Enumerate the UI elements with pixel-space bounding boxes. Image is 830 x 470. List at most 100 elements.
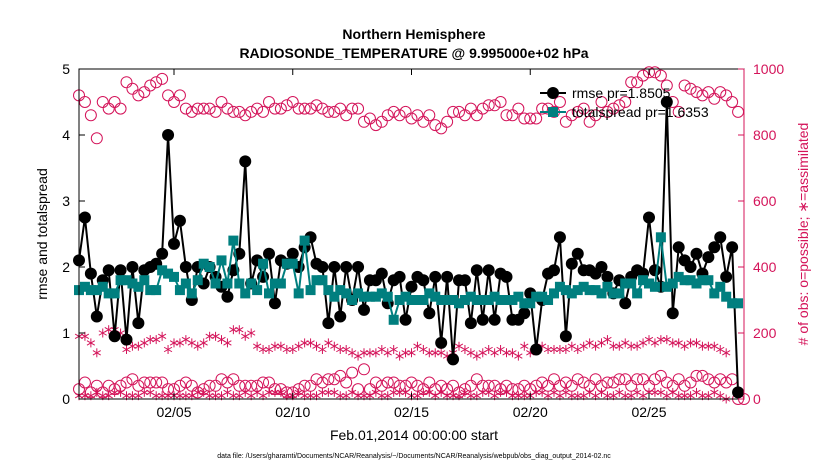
obs-possible-low-point	[684, 376, 697, 389]
obs-possible-point	[209, 105, 222, 118]
obs-possible-point	[322, 105, 335, 118]
obs-assimilated-low-point	[223, 387, 232, 397]
rmse-point	[435, 336, 448, 349]
totalspread-point	[703, 275, 714, 286]
rmse-point	[168, 237, 180, 250]
obs-assimilated-low-point-stroke	[710, 389, 719, 396]
obs-possible-point	[435, 122, 448, 135]
obs-possible-low-point	[672, 373, 685, 386]
totalspread-point	[269, 278, 280, 289]
obs-assimilated-low-point-stroke	[692, 389, 701, 396]
obs-assimilated-point	[698, 341, 707, 351]
obs-assimilated-low-point	[496, 387, 505, 397]
obs-possible-point	[447, 105, 460, 118]
totalspread-point	[299, 235, 310, 246]
rmse-point	[720, 270, 733, 283]
obs-assimilated-point	[98, 328, 107, 338]
obs-possible-point	[120, 76, 133, 89]
obs-possible-point	[429, 119, 442, 132]
totalspread-point	[685, 275, 696, 286]
totalspread-point	[198, 258, 209, 269]
obs-assimilated-point	[502, 348, 511, 358]
rmse-point	[648, 264, 661, 277]
obs-possible-point	[660, 79, 673, 92]
totalspread-point	[323, 285, 334, 296]
legend: rmse pr=1.8505 totalspread pr=1.6353	[540, 85, 709, 120]
obs-possible-point	[340, 109, 353, 122]
x-axis: 02/05 02/10 02/15 02/20 02/25	[156, 69, 667, 420]
totalspread-point	[335, 285, 346, 296]
obs-assimilated-point	[573, 345, 582, 354]
rmse-point	[595, 261, 608, 273]
obs-assimilated-low-point	[347, 387, 357, 397]
obs-assimilated-point	[347, 348, 357, 358]
obs-assimilated-point	[419, 345, 428, 354]
obs-assimilated-low-point-stroke	[437, 389, 446, 396]
obs-assimilated-point-stroke	[466, 350, 476, 356]
obs-assimilated-point-stroke	[86, 340, 96, 346]
obs-possible-low-point	[690, 369, 703, 382]
obs-assimilated-point-stroke	[211, 333, 220, 339]
y2-tick-label: 200	[753, 325, 777, 341]
rmse-point	[286, 247, 299, 260]
obs-assimilated-point	[478, 348, 487, 358]
y-axis-right: 0 200 400 600 800 1000	[738, 61, 784, 407]
legend-spread-marker	[548, 107, 558, 117]
obs-assimilated-point	[223, 338, 232, 348]
obs-assimilated-point	[383, 348, 392, 358]
totalspread-point	[549, 288, 559, 299]
obs-assimilated-low-point	[389, 387, 398, 397]
obs-assimilated-point-stroke	[419, 346, 428, 353]
obs-possible-point	[168, 96, 180, 108]
totalspread-point	[293, 288, 304, 299]
obs-assimilated-low-point	[650, 387, 660, 397]
chart-subtitle: RADIOSONDE_TEMPERATURE @ 9.995000e+02 hP…	[239, 45, 588, 61]
totalspread-point	[370, 291, 381, 302]
obs-assimilated-point	[591, 341, 600, 351]
obs-possible-point	[607, 102, 620, 115]
obs-possible-point	[173, 89, 186, 102]
totalspread-point	[364, 291, 375, 302]
obs-assimilated-low-point-stroke	[615, 389, 624, 396]
rmse-point	[619, 297, 632, 310]
obs-assimilated-low-point-stroke	[92, 389, 101, 396]
obs-assimilated-point-stroke	[330, 343, 339, 349]
obs-possible-point	[102, 102, 115, 115]
obs-possible-point	[108, 96, 121, 108]
obs-possible-point	[292, 102, 305, 115]
x-tick-label: 02/05	[156, 404, 191, 420]
rmse-point	[702, 251, 715, 264]
obs-assimilated-low-point-stroke	[199, 389, 208, 396]
totalspread-point	[507, 295, 518, 305]
totalspread-point	[667, 278, 678, 289]
x-tick-label: 02/15	[394, 404, 429, 420]
obs-assimilated-point-stroke	[377, 346, 386, 353]
obs-possible-point	[518, 112, 531, 125]
obs-possible-point	[613, 99, 626, 112]
totalspread-point	[525, 298, 536, 309]
obs-possible-point	[559, 115, 572, 128]
rmse-point	[553, 231, 566, 244]
obs-possible-low-point	[470, 373, 483, 386]
obs-assimilated-point-stroke	[276, 343, 286, 349]
y2-tick-label: 400	[753, 259, 777, 275]
obs-assimilated-point	[241, 331, 250, 341]
obs-assimilated-point	[401, 348, 410, 358]
obs-assimilated-point-stroke	[437, 350, 446, 356]
obs-possible-low-point	[381, 376, 394, 389]
y2-axis-label: # of obs: o=possible; ∗=assimilated	[795, 123, 811, 346]
obs-assimilated-point	[425, 348, 434, 358]
obs-possible-point	[619, 96, 632, 108]
obs-assimilated-point-stroke	[484, 346, 493, 353]
obs-possible-point	[672, 105, 685, 118]
rmse-point	[417, 274, 430, 287]
obs-possible-point	[637, 69, 650, 82]
totalspread-point	[578, 281, 589, 292]
totalspread-point	[465, 291, 476, 302]
obs-assimilated-point-stroke	[496, 346, 505, 353]
obs-possible-point	[684, 82, 697, 95]
totalspread-point	[620, 278, 631, 289]
obs-possible-point	[708, 92, 721, 105]
obs-possible-low-point	[589, 373, 602, 386]
